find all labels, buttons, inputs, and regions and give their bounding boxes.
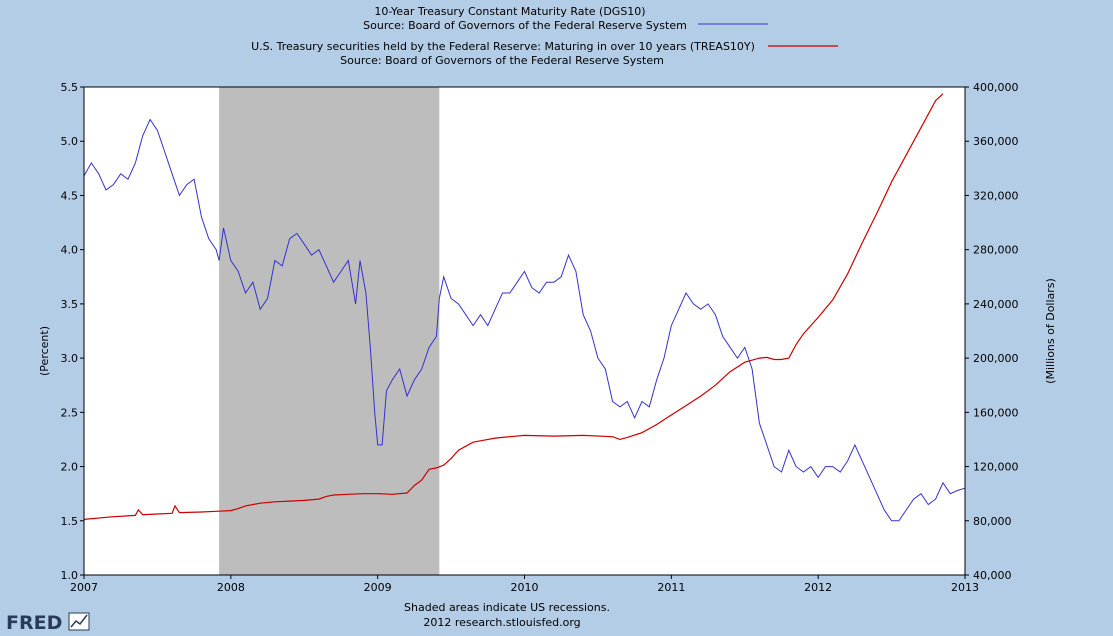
- x-tick-label: 2010: [511, 581, 539, 594]
- y-tick-label-left: 3.0: [61, 352, 79, 365]
- y-tick-label-right: 240,000: [973, 298, 1019, 311]
- y-tick-label-left: 2.0: [61, 461, 79, 474]
- x-tick-label: 2011: [657, 581, 685, 594]
- title-line-2: Source: Board of Governors of the Federa…: [363, 19, 687, 32]
- footer-source-url: 2012 research.stlouisfed.org: [423, 616, 580, 629]
- title-line-3: U.S. Treasury securities held by the Fed…: [251, 40, 755, 53]
- y-tick-label-right: 280,000: [973, 244, 1019, 257]
- title-line-4: Source: Board of Governors of the Federa…: [340, 54, 664, 67]
- x-tick-label: 2007: [70, 581, 98, 594]
- y-tick-label-left: 5.0: [61, 135, 79, 148]
- y-tick-label-left: 4.5: [61, 189, 79, 202]
- y-tick-label-left: 5.5: [61, 81, 79, 94]
- footer-recession-note: Shaded areas indicate US recessions.: [404, 601, 610, 614]
- y-tick-label-left: 1.0: [61, 569, 79, 582]
- y-tick-label-left: 3.5: [61, 298, 79, 311]
- y-tick-label-left: 2.5: [61, 406, 79, 419]
- y-tick-label-right: 360,000: [973, 135, 1019, 148]
- series-line-dgs10: [83, 118, 966, 522]
- x-tick-label: 2009: [364, 581, 392, 594]
- x-tick-label: 2013: [951, 581, 979, 594]
- fred-logo-text: FRED: [6, 612, 62, 634]
- fred-logo: FRED: [6, 612, 90, 634]
- y-axis-label-right: (Millions of Dollars): [1044, 278, 1057, 384]
- fred-logo-chart-icon: [68, 612, 90, 631]
- series-line-treas10y: [83, 93, 944, 520]
- y-tick-label-right: 40,000: [973, 569, 1012, 582]
- x-tick-label: 2008: [217, 581, 245, 594]
- y-tick-label-right: 160,000: [973, 406, 1019, 419]
- y-tick-label-left: 4.0: [61, 244, 79, 257]
- y-axis-label-left: (Percent): [38, 326, 51, 376]
- plot-border: [83, 86, 966, 576]
- recession-shading: [219, 87, 440, 575]
- title-line-1: 10-Year Treasury Constant Maturity Rate …: [374, 5, 645, 18]
- y-tick-label-right: 320,000: [973, 189, 1019, 202]
- y-tick-label-right: 400,000: [973, 81, 1019, 94]
- y-tick-label-left: 1.5: [61, 515, 79, 528]
- plot-area: [83, 86, 966, 576]
- y-tick-label-right: 120,000: [973, 461, 1019, 474]
- y-tick-label-right: 200,000: [973, 352, 1019, 365]
- fred-logo-chart-line: [70, 614, 88, 628]
- x-tick-label: 2012: [804, 581, 832, 594]
- y-tick-label-right: 80,000: [973, 515, 1012, 528]
